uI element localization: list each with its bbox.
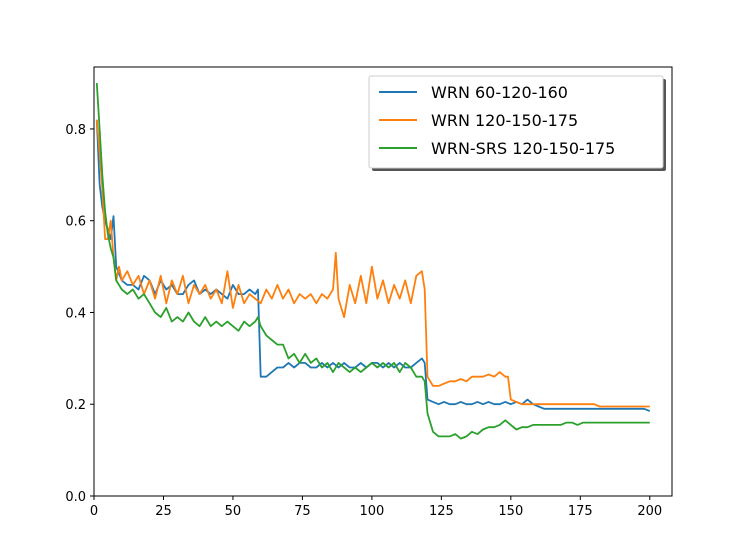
x-tick-label: 50 bbox=[225, 504, 242, 519]
y-tick-label: 0.6 bbox=[65, 215, 86, 230]
legend-label: WRN 120-150-175 bbox=[431, 111, 578, 130]
plot-area bbox=[93, 66, 673, 497]
y-tick-label: 0.4 bbox=[65, 306, 86, 321]
x-tick-label: 200 bbox=[637, 504, 662, 519]
legend-label: WRN 60-120-160 bbox=[431, 83, 568, 102]
x-tick-label: 25 bbox=[155, 504, 172, 519]
legend-box bbox=[368, 75, 664, 169]
series-line-2 bbox=[95, 119, 650, 408]
legend: WRN 60-120-160 WRN 120-150-175 WRN-SRS 120… bbox=[368, 75, 666, 171]
x-tick-label: 100 bbox=[359, 504, 384, 519]
x-tick-label: 175 bbox=[568, 504, 593, 519]
y-tick-label: 0.8 bbox=[65, 123, 86, 138]
x-tick-label: 150 bbox=[498, 504, 523, 519]
x-tick-label: 125 bbox=[429, 504, 454, 519]
y-tick-label: 0.2 bbox=[65, 398, 86, 413]
axes-frame bbox=[93, 66, 673, 497]
y-tick-label: 0.0 bbox=[65, 490, 86, 505]
x-tick-label: 75 bbox=[294, 504, 311, 519]
series-line-3 bbox=[95, 83, 650, 440]
x-tick-label: 0 bbox=[90, 504, 98, 519]
x-axis: 0 25 50 75 100 125 150 175 200 bbox=[90, 496, 662, 519]
legend-label: WRN-SRS 120-150-175 bbox=[431, 139, 615, 158]
y-axis: 0.0 0.2 0.4 0.6 0.8 bbox=[65, 123, 94, 505]
